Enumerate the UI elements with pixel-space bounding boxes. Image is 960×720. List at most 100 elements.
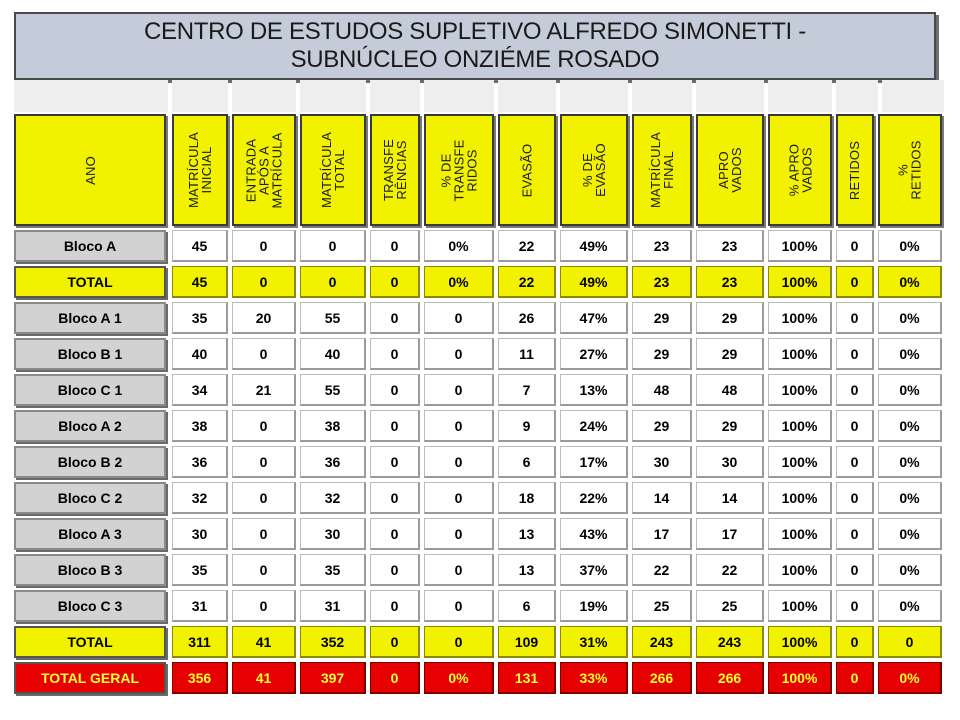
cell-matricula-final: 23 (632, 266, 692, 298)
cell-pct-aprovados: 100% (768, 662, 832, 694)
cell-matricula-final: 29 (632, 338, 692, 370)
cell-matricula-final: 23 (632, 230, 692, 262)
cell-entrada-apos-matricula: 0 (232, 446, 296, 478)
cell-aprovados: 22 (696, 554, 764, 586)
cell-evasao: 13 (498, 554, 556, 586)
cell-matricula-inicial: 311 (172, 626, 228, 658)
column-header-label: EVASÃO (519, 143, 535, 197)
cell-transferencias: 0 (370, 554, 420, 586)
cell-pct-retidos: 0% (878, 266, 942, 298)
cell-evasao: 22 (498, 230, 556, 262)
cell-pct-evasao: 33% (560, 662, 628, 694)
cell-pct-evasao: 47% (560, 302, 628, 334)
cell-matricula-inicial: 35 (172, 302, 228, 334)
column-header-entrada-apos-matricula: ENTRADA APÓS A MATRÍCULA (232, 114, 296, 226)
column-header-label: ANO (82, 155, 98, 185)
cell-pct-evasao: 27% (560, 338, 628, 370)
cell-matricula-total: 31 (300, 590, 366, 622)
row-label: Bloco A (14, 230, 166, 262)
column-header-retidos: RETIDOS (836, 114, 874, 226)
cell-retidos: 0 (836, 482, 874, 514)
cell-transferencias: 0 (370, 626, 420, 658)
cell-aprovados: 30 (696, 446, 764, 478)
cell-pct-aprovados: 100% (768, 302, 832, 334)
cell-pct-retidos: 0% (878, 662, 942, 694)
cell-retidos: 0 (836, 554, 874, 586)
row-label: Bloco C 2 (14, 482, 166, 514)
cell-aprovados: 29 (696, 302, 764, 334)
cell-entrada-apos-matricula: 41 (232, 662, 296, 694)
cell-pct-evasao: 19% (560, 590, 628, 622)
column-header-label: MATRÍCULA TOTAL (319, 132, 347, 208)
cell-matricula-final: 30 (632, 446, 692, 478)
row-label: Bloco A 1 (14, 302, 166, 334)
cell-pct-aprovados: 100% (768, 518, 832, 550)
column-header-matricula-inicial: MATRÍCULA INICIAL (172, 114, 228, 226)
cell-pct-aprovados: 100% (768, 626, 832, 658)
row-label: Bloco C 1 (14, 374, 166, 406)
cell-matricula-final: 14 (632, 482, 692, 514)
cell-retidos: 0 (836, 590, 874, 622)
cell-pct-evasao: 24% (560, 410, 628, 442)
cell-transferencias: 0 (370, 338, 420, 370)
cell-matricula-total: 55 (300, 302, 366, 334)
cell-matricula-total: 0 (300, 230, 366, 262)
column-header-label: ENTRADA APÓS A MATRÍCULA (243, 132, 285, 208)
spacer-cell (424, 80, 494, 112)
cell-matricula-inicial: 34 (172, 374, 228, 406)
cell-transferencias: 0 (370, 410, 420, 442)
row-label: Bloco B 1 (14, 338, 166, 370)
cell-pct-transferidos: 0 (424, 518, 494, 550)
cell-pct-evasao: 37% (560, 554, 628, 586)
cell-retidos: 0 (836, 302, 874, 334)
cell-entrada-apos-matricula: 0 (232, 230, 296, 262)
column-header-matricula-total: MATRÍCULA TOTAL (300, 114, 366, 226)
cell-entrada-apos-matricula: 0 (232, 554, 296, 586)
cell-pct-evasao: 31% (560, 626, 628, 658)
cell-transferencias: 0 (370, 590, 420, 622)
cell-pct-retidos: 0% (878, 410, 942, 442)
cell-entrada-apos-matricula: 0 (232, 518, 296, 550)
spacer-cell (632, 80, 692, 112)
cell-pct-transferidos: 0 (424, 410, 494, 442)
cell-matricula-final: 25 (632, 590, 692, 622)
cell-aprovados: 23 (696, 266, 764, 298)
column-header-pct-aprovados: % APRO VADOS (768, 114, 832, 226)
cell-aprovados: 17 (696, 518, 764, 550)
column-header-pct-transferidos: % DE TRANSFE RIDOS (424, 114, 494, 226)
spacer-cell (498, 80, 556, 112)
cell-retidos: 0 (836, 446, 874, 478)
column-header-label: APRO VADOS (716, 147, 744, 193)
cell-aprovados: 29 (696, 410, 764, 442)
column-header-ano: ANO (14, 114, 166, 226)
cell-pct-evasao: 17% (560, 446, 628, 478)
cell-pct-evasao: 43% (560, 518, 628, 550)
row-label: Bloco C 3 (14, 590, 166, 622)
cell-pct-aprovados: 100% (768, 374, 832, 406)
cell-matricula-final: 22 (632, 554, 692, 586)
cell-retidos: 0 (836, 662, 874, 694)
cell-pct-retidos: 0% (878, 590, 942, 622)
cell-retidos: 0 (836, 626, 874, 658)
cell-pct-aprovados: 100% (768, 410, 832, 442)
row-label: Bloco A 2 (14, 410, 166, 442)
cell-evasao: 131 (498, 662, 556, 694)
spacer-cell (232, 80, 296, 112)
cell-pct-transferidos: 0% (424, 266, 494, 298)
column-header-label: RETIDOS (847, 140, 863, 200)
row-label: TOTAL GERAL (14, 662, 166, 694)
row-label: Bloco A 3 (14, 518, 166, 550)
column-header-label: MATRÍCULA INICIAL (186, 132, 214, 208)
cell-pct-retidos: 0% (878, 230, 942, 262)
cell-pct-transferidos: 0 (424, 338, 494, 370)
cell-transferencias: 0 (370, 266, 420, 298)
cell-retidos: 0 (836, 230, 874, 262)
spacer-cell (836, 80, 878, 112)
cell-matricula-total: 397 (300, 662, 366, 694)
cell-entrada-apos-matricula: 20 (232, 302, 296, 334)
cell-pct-transferidos: 0 (424, 554, 494, 586)
cell-aprovados: 14 (696, 482, 764, 514)
cell-pct-retidos: 0% (878, 482, 942, 514)
cell-transferencias: 0 (370, 446, 420, 478)
column-header-label: % DE EVASÃO (579, 143, 608, 197)
